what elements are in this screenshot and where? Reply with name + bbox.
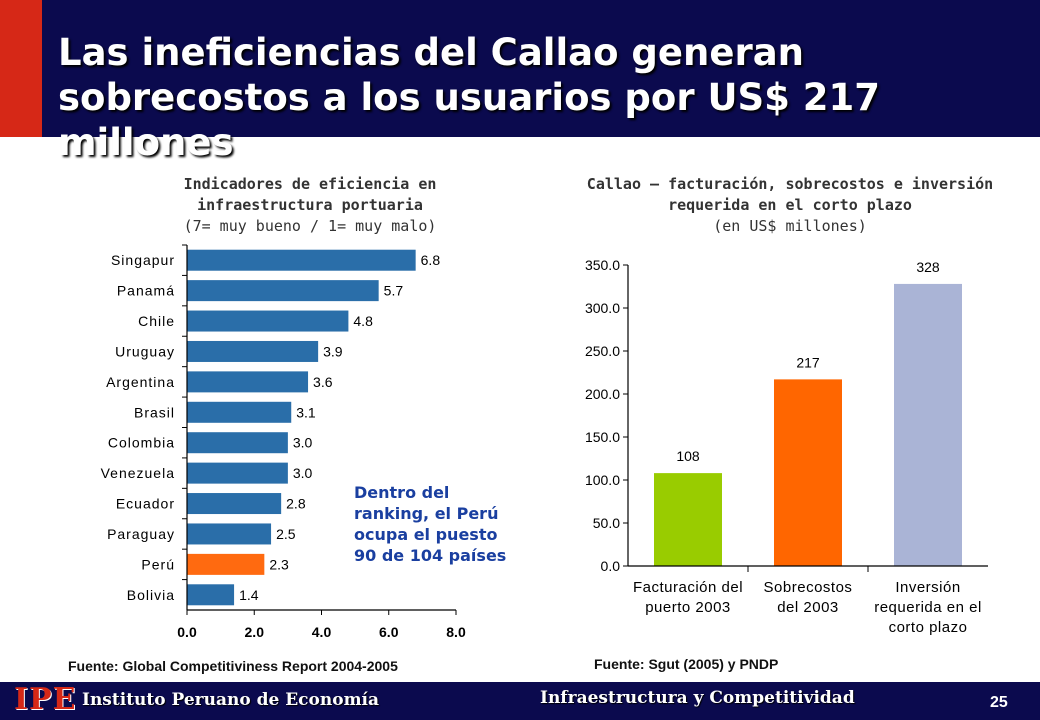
bar-0 bbox=[654, 473, 722, 566]
category-label-1-1: del 2003 bbox=[777, 599, 839, 616]
bar-6 bbox=[187, 432, 288, 454]
right-chart-subtitle: (en US$ millones) bbox=[713, 217, 867, 235]
value-label-7: 3.0 bbox=[293, 465, 313, 481]
value-label-1: 5.7 bbox=[384, 283, 404, 299]
category-label-11: Bolivia bbox=[127, 587, 175, 603]
y-tick-label-1: 50.0 bbox=[593, 515, 620, 531]
bar-7 bbox=[187, 462, 288, 484]
category-label-3: Uruguay bbox=[115, 343, 175, 359]
y-tick-label-7: 350.0 bbox=[585, 257, 620, 273]
category-label-6: Colombia bbox=[108, 435, 175, 451]
bar-4 bbox=[187, 371, 309, 393]
value-label-3: 3.9 bbox=[323, 343, 343, 359]
bar-8 bbox=[187, 493, 282, 515]
y-tick-label-4: 200.0 bbox=[585, 386, 620, 402]
value-label-10: 2.3 bbox=[269, 556, 289, 572]
bar-0 bbox=[187, 249, 416, 271]
ipe-logo: IPE bbox=[14, 682, 77, 717]
category-label-4: Argentina bbox=[106, 374, 175, 390]
bar-11 bbox=[187, 584, 235, 606]
category-label-2-0: Inversión bbox=[895, 579, 960, 596]
slide-title: Las ineficiencias del Callao generan sob… bbox=[58, 31, 881, 164]
x-tick-label-0: 0.0 bbox=[177, 624, 197, 640]
value-label-4: 3.6 bbox=[313, 374, 333, 390]
value-label-0: 108 bbox=[676, 448, 700, 464]
category-label-10: Perú bbox=[141, 556, 175, 572]
page-number: 25 bbox=[990, 694, 1008, 711]
y-tick-label-5: 250.0 bbox=[585, 343, 620, 359]
bar-2 bbox=[894, 283, 962, 566]
right-chart-heading: Callao – facturación, sobrecostos e inve… bbox=[570, 174, 1010, 237]
value-label-5: 3.1 bbox=[296, 404, 316, 420]
category-label-2-1: requerida en el bbox=[874, 599, 982, 616]
value-label-11: 1.4 bbox=[239, 587, 259, 603]
category-label-5: Brasil bbox=[134, 404, 175, 420]
bar-5 bbox=[187, 401, 292, 423]
right-chart-title: Callao – facturación, sobrecostos e inve… bbox=[586, 175, 994, 214]
left-chart-source: Fuente: Global Competitiviness Report 20… bbox=[68, 658, 398, 674]
value-label-1: 217 bbox=[796, 354, 820, 370]
y-tick-label-3: 150.0 bbox=[585, 429, 620, 445]
footer-bar: IPE Instituto Peruano de Economía Infrae… bbox=[0, 682, 1040, 720]
bar-2 bbox=[187, 310, 349, 332]
left-chart-heading: Indicadores de eficiencia en infraestruc… bbox=[130, 174, 490, 237]
section-name: Infraestructura y Competitividad bbox=[540, 688, 855, 708]
x-tick-label-4: 8.0 bbox=[446, 624, 466, 640]
value-label-9: 2.5 bbox=[276, 526, 296, 542]
header-accent bbox=[0, 0, 42, 137]
category-label-2: Chile bbox=[138, 313, 175, 329]
left-chart-subtitle: (7= muy bueno / 1= muy malo) bbox=[183, 217, 437, 235]
header-bar: Las ineficiencias del Callao generan sob… bbox=[0, 0, 1040, 164]
left-chart-title: Indicadores de eficiencia en infraestruc… bbox=[183, 175, 437, 214]
y-tick-label-0: 0.0 bbox=[601, 558, 621, 574]
category-label-9: Paraguay bbox=[107, 526, 175, 542]
category-label-0-0: Facturación del bbox=[633, 579, 743, 596]
value-label-6: 3.0 bbox=[293, 435, 313, 451]
bar-3 bbox=[187, 340, 319, 362]
y-tick-label-6: 300.0 bbox=[585, 300, 620, 316]
category-label-1-0: Sobrecostos bbox=[764, 579, 853, 596]
value-label-8: 2.8 bbox=[286, 496, 306, 512]
x-tick-label-3: 6.0 bbox=[379, 624, 399, 640]
right-chart-source: Fuente: Sgut (2005) y PNDP bbox=[594, 656, 779, 672]
category-label-2-2: corto plazo bbox=[889, 619, 968, 636]
category-label-1: Panamá bbox=[117, 283, 175, 299]
x-tick-label-1: 2.0 bbox=[245, 624, 265, 640]
category-label-0-1: puerto 2003 bbox=[645, 599, 731, 616]
y-tick-label-2: 100.0 bbox=[585, 472, 620, 488]
bar-9 bbox=[187, 523, 272, 545]
category-label-0: Singapur bbox=[111, 252, 175, 268]
category-label-7: Venezuela bbox=[101, 465, 175, 481]
bar-1 bbox=[187, 280, 379, 302]
peru-ranking-note: Dentro del ranking, el Perú ocupa el pue… bbox=[354, 483, 507, 565]
bar-1 bbox=[774, 379, 842, 566]
bar-10 bbox=[187, 553, 265, 575]
value-label-0: 6.8 bbox=[421, 252, 441, 268]
institute-name: Instituto Peruano de Economía bbox=[82, 690, 380, 710]
category-label-8: Ecuador bbox=[116, 496, 175, 512]
value-label-2: 4.8 bbox=[353, 313, 373, 329]
value-label-2: 328 bbox=[916, 259, 940, 275]
x-tick-label-2: 4.0 bbox=[312, 624, 332, 640]
